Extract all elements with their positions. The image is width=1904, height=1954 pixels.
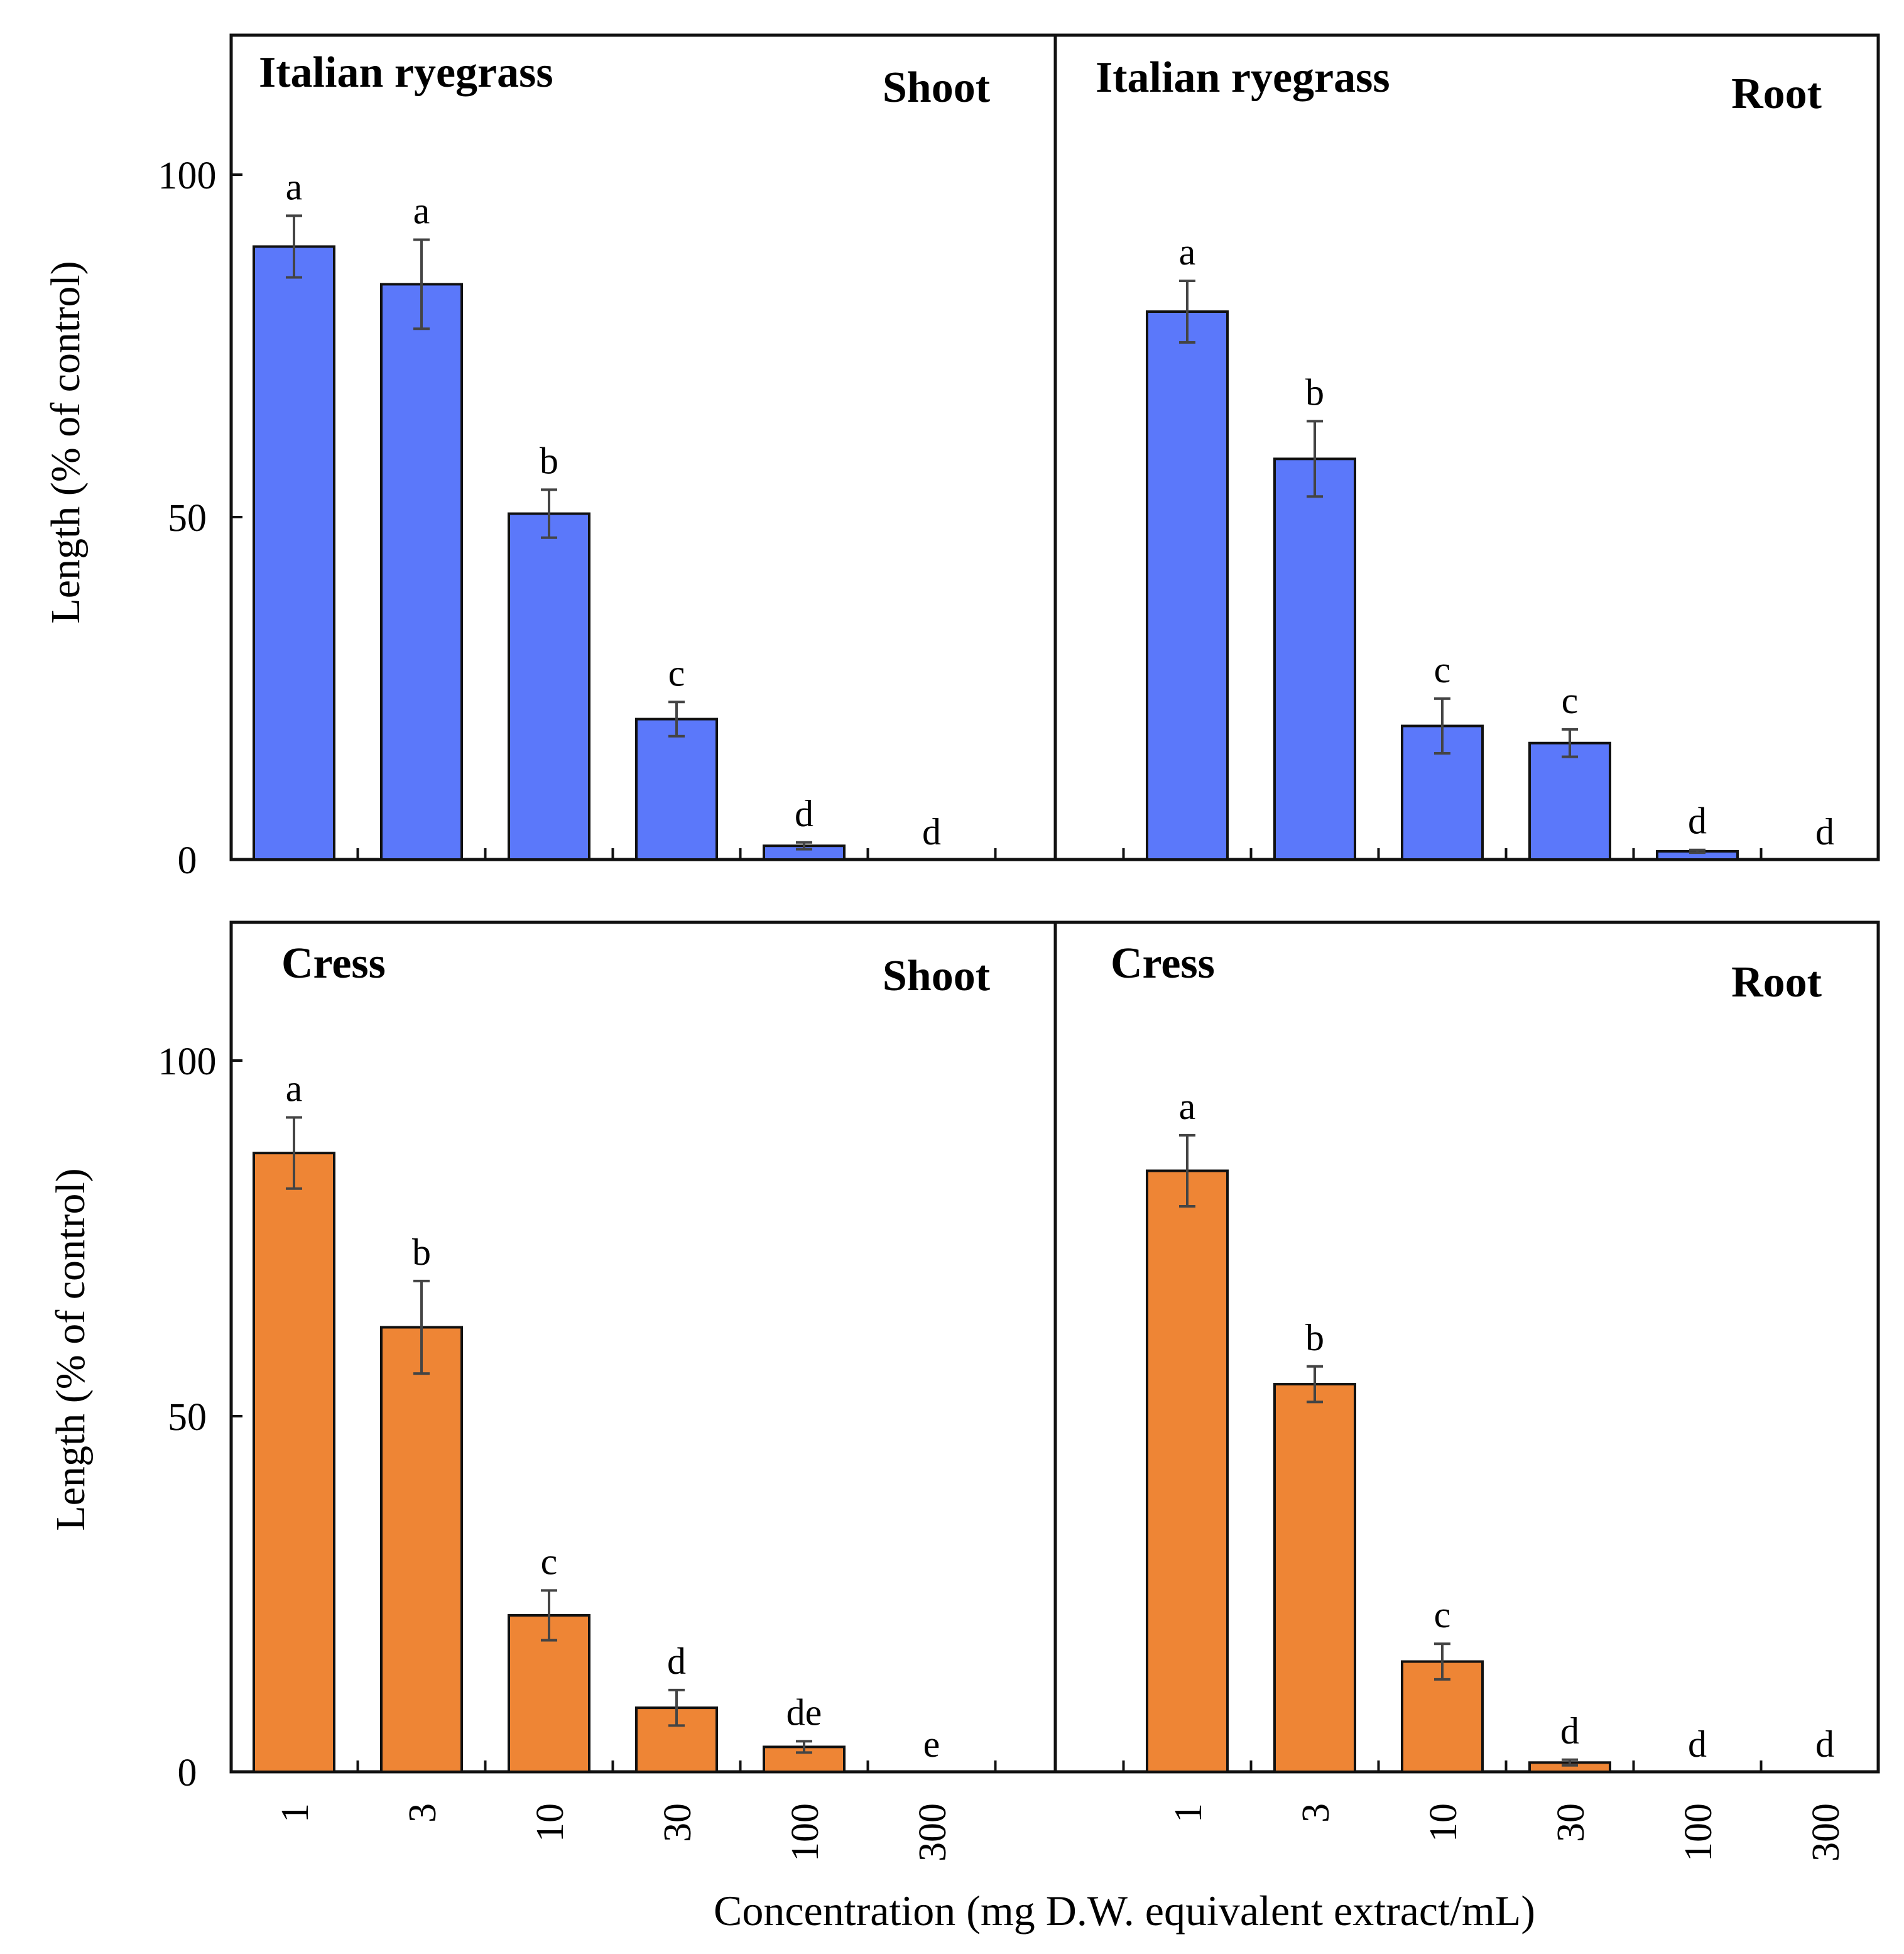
significance-letter: d: [922, 811, 941, 853]
panel-title-species: Italian ryegrass: [259, 48, 553, 97]
significance-letter: b: [1305, 371, 1324, 413]
y-tick-label: 50: [168, 1396, 207, 1439]
x-tick-label: 3: [1295, 1803, 1337, 1823]
significance-letter: d: [1815, 811, 1834, 853]
y-tick-label: 50: [168, 497, 207, 540]
bar: [380, 283, 463, 861]
significance-letter: de: [786, 1691, 822, 1733]
panel-title-organ: Root: [1731, 958, 1822, 1007]
significance-letter: d: [667, 1640, 686, 1682]
significance-letter: d: [1560, 1710, 1579, 1752]
panel-title-organ: Root: [1731, 70, 1822, 118]
panel-title-species: Cress: [281, 939, 386, 988]
x-tick-label: 1: [1167, 1803, 1210, 1823]
significance-letter: a: [286, 1068, 303, 1110]
x-tick-label: 100: [784, 1803, 827, 1862]
y-axis-label: Length (% of control): [43, 261, 89, 623]
x-axis-label: Concentration (mg D.W. equivalent extrac…: [714, 1887, 1535, 1935]
significance-letter: c: [541, 1541, 558, 1582]
significance-letter: a: [1179, 1086, 1196, 1127]
panel-title-species: Italian ryegrass: [1096, 53, 1390, 102]
significance-letter: c: [1434, 1594, 1451, 1635]
significance-letter: d: [1688, 800, 1707, 842]
bar: [508, 512, 590, 861]
x-tick-label: 300: [911, 1803, 954, 1862]
x-tick-label: 1: [274, 1803, 317, 1823]
significance-letter: c: [1562, 680, 1579, 721]
bar: [253, 245, 335, 861]
panel-title-species: Cress: [1111, 939, 1215, 988]
significance-letter: a: [413, 190, 430, 232]
x-tick-label: 3: [401, 1803, 444, 1823]
chart-marks: a a b c d d 0 50 100 a b c c d d a 1 b 3 c 10 d 30 de 100 e 300 0 50…: [158, 155, 1848, 1862]
significance-letter: b: [540, 440, 558, 481]
x-tick-label: 100: [1677, 1803, 1720, 1862]
y-tick-label: 0: [178, 839, 197, 882]
significance-letter: d: [1815, 1723, 1834, 1765]
bar: [1273, 457, 1356, 861]
significance-letter: a: [286, 166, 303, 207]
significance-letter: b: [1305, 1317, 1324, 1358]
x-tick-label: 300: [1805, 1803, 1847, 1862]
significance-letter: a: [1179, 231, 1196, 273]
significance-letter: b: [412, 1231, 431, 1273]
panel-title-organ: Shoot: [883, 63, 990, 112]
y-tick-label: 100: [158, 1040, 217, 1083]
bar: [253, 1152, 335, 1774]
x-tick-label: 10: [1422, 1803, 1465, 1842]
x-tick-label: 30: [1550, 1803, 1592, 1842]
bar: [1146, 310, 1229, 861]
bar: [1273, 1383, 1356, 1774]
significance-letter: d: [795, 793, 813, 834]
x-tick-label: 10: [529, 1803, 572, 1842]
significance-letter: e: [923, 1723, 940, 1765]
significance-letter: c: [1434, 649, 1451, 690]
y-axis-label: Length (% of control): [48, 1168, 94, 1531]
bar: [380, 1326, 463, 1773]
y-tick-label: 0: [178, 1752, 197, 1794]
significance-letter: c: [668, 652, 685, 694]
bar: [635, 718, 718, 861]
bar: [1528, 741, 1611, 861]
x-tick-label: 30: [656, 1803, 699, 1842]
bar: [1146, 1169, 1229, 1773]
panel-title-organ: Shoot: [883, 952, 990, 1000]
significance-letter: d: [1688, 1723, 1707, 1765]
y-tick-label: 100: [158, 155, 217, 197]
